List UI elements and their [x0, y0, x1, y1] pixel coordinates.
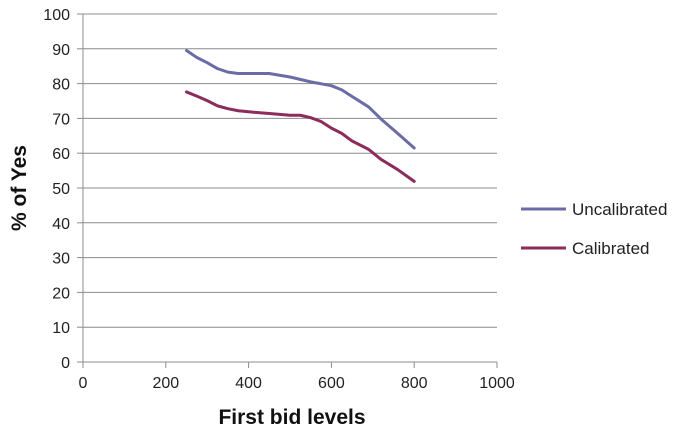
y-tick-label: 80	[52, 77, 70, 94]
series-lines	[185, 49, 416, 183]
y-tick-label: 0	[61, 355, 70, 372]
legend-label-calibrated: Calibrated	[572, 239, 650, 258]
y-tick-label: 30	[52, 251, 70, 268]
y-tick-label: 70	[52, 111, 70, 128]
y-tick-label: 60	[52, 146, 70, 163]
x-tick-label: 0	[79, 375, 88, 392]
y-tick-label: 100	[43, 7, 70, 24]
x-tick-label: 1000	[479, 375, 515, 392]
legend-label-uncalibrated: Uncalibrated	[572, 200, 667, 219]
legend: Uncalibrated Calibrated	[521, 200, 667, 258]
axes	[77, 13, 498, 368]
x-tick-label: 800	[401, 375, 428, 392]
y-tick-label: 40	[52, 216, 70, 233]
y-tick-label: 50	[52, 181, 70, 198]
x-tick-label: 200	[152, 375, 179, 392]
series-line-calibrated	[185, 90, 416, 183]
series-line-uncalibrated	[185, 49, 416, 150]
x-axis-title: First bid levels	[218, 406, 365, 429]
x-tick-label: 400	[235, 375, 262, 392]
y-tick-label: 10	[52, 320, 70, 337]
x-tick-label: 600	[318, 375, 345, 392]
y-axis-title: % of Yes	[8, 145, 31, 231]
y-tick-label: 20	[52, 285, 70, 302]
gridlines	[83, 13, 497, 328]
y-tick-label: 90	[52, 42, 70, 59]
